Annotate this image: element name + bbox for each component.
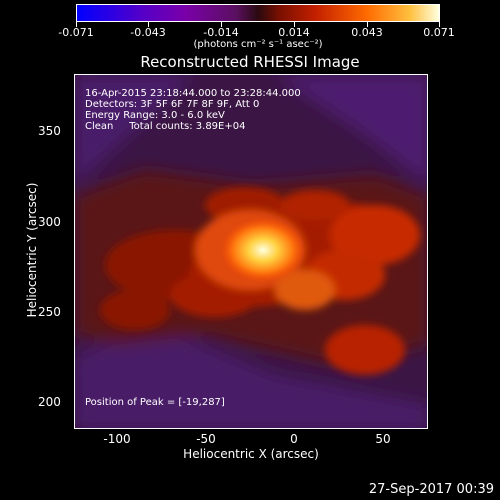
- colorbar-tick: [439, 22, 440, 27]
- colorbar-tick: [294, 22, 295, 27]
- colorbar-label: 0.043: [351, 26, 383, 39]
- y-tick-label: 200: [38, 395, 61, 409]
- colorbar-label: -0.071: [58, 26, 94, 39]
- y-tick-label: 350: [38, 124, 61, 138]
- colorbar-label: 0.071: [423, 26, 455, 39]
- timestamp: 27-Sep-2017 00:39: [368, 482, 494, 497]
- colorbar: [76, 4, 440, 22]
- colorbar-units: (photons cm⁻² s⁻¹ asec⁻²): [193, 39, 323, 50]
- colorbar-label: -0.014: [203, 26, 239, 39]
- y-tick-label: 300: [38, 215, 61, 229]
- detectors-text: Detectors: 3F 5F 6F 7F 8F 9F, Att 0: [85, 99, 260, 110]
- colorbar-tick: [148, 22, 149, 27]
- time-range-text: 16-Apr-2015 23:18:44.000 to 23:28:44.000: [85, 88, 301, 99]
- colorbar-label: -0.043: [130, 26, 166, 39]
- colorbar-tick: [76, 22, 77, 27]
- colorbar-tick: [367, 22, 368, 27]
- peak-source: [221, 218, 305, 282]
- energy-range-text: Energy Range: 3.0 - 6.0 keV: [85, 110, 225, 121]
- x-tick-label: 0: [290, 432, 298, 446]
- peak-position-text: Position of Peak = [-19,287]: [85, 397, 225, 408]
- y-tick-label: 250: [38, 305, 61, 319]
- image-plot-area: 16-Apr-2015 23:18:44.000 to 23:28:44.000…: [74, 74, 428, 429]
- rhessi-image-heatmap: [75, 75, 427, 428]
- x-tick-label: -100: [103, 432, 131, 446]
- colorbar-label: 0.014: [278, 26, 310, 39]
- clean-counts-text: Clean Total counts: 3.89E+04: [85, 121, 246, 132]
- plot-title: Reconstructed RHESSI Image: [140, 53, 360, 71]
- x-axis-label: Heliocentric X (arcsec): [183, 447, 319, 461]
- y-axis-label: Heliocentric Y (arcsec): [25, 182, 39, 318]
- x-tick-label: -50: [196, 432, 216, 446]
- x-tick-label: 50: [375, 432, 391, 446]
- colorbar-tick: [221, 22, 222, 27]
